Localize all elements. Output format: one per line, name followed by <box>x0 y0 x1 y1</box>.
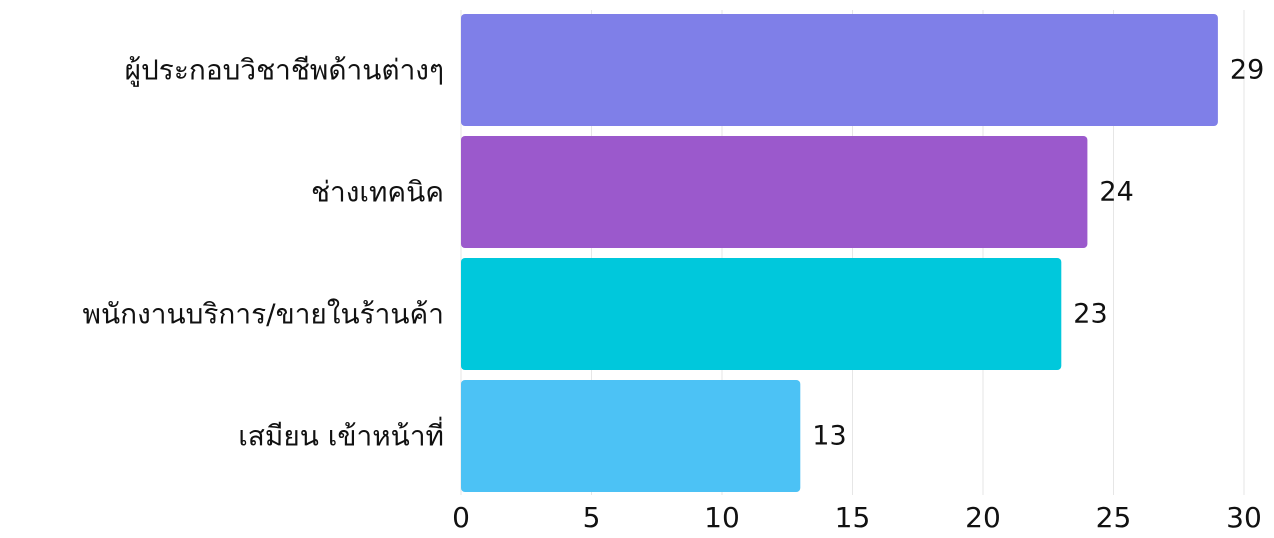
value-labels: 29 24 23 13 <box>812 55 1264 452</box>
data-label: 13 <box>812 421 846 452</box>
category-labels: ผู้ประกอบวิชาชีพด้านต่างๆช่างเทคนิคพนักง… <box>83 54 444 453</box>
bar <box>461 136 1088 248</box>
category-label: ผู้ประกอบวิชาชีพด้านต่างๆ <box>125 54 444 88</box>
bars <box>461 14 1218 492</box>
bar <box>461 380 801 492</box>
x-tick-label: 25 <box>1096 501 1132 534</box>
x-tick-label: 30 <box>1226 501 1262 534</box>
x-tick-label: 20 <box>965 501 1001 534</box>
category-label: พนักงานบริการ/ขายในร้านค้า <box>83 298 444 331</box>
data-label: 24 <box>1099 177 1133 208</box>
category-label: เสมียน เข้าหน้าที่ <box>238 417 444 453</box>
x-axis-ticks: 0 5 10 15 20 25 30 <box>452 501 1262 534</box>
x-tick-label: 0 <box>452 501 470 534</box>
data-label: 29 <box>1230 55 1264 86</box>
bar <box>461 14 1218 126</box>
x-tick-label: 5 <box>583 501 601 534</box>
x-tick-label: 10 <box>704 501 740 534</box>
data-label: 23 <box>1073 299 1107 330</box>
bar <box>461 258 1062 370</box>
category-label: ช่างเทคนิค <box>311 176 444 209</box>
x-tick-label: 15 <box>835 501 871 534</box>
